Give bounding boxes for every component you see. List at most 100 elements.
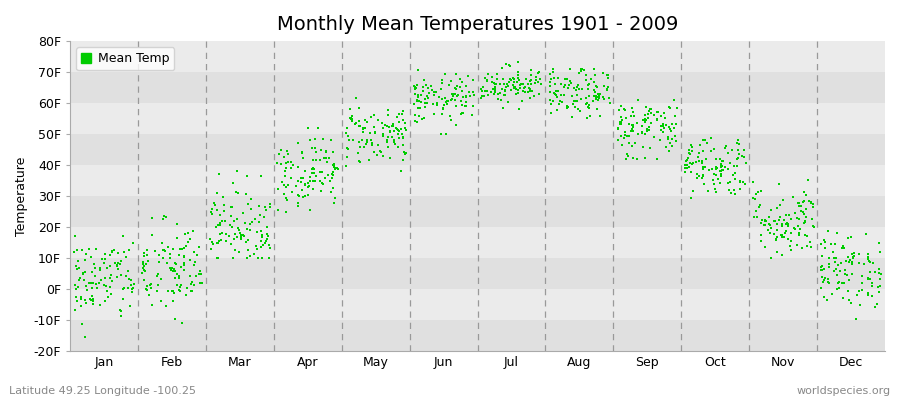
Point (453, 84, 467, 90)
Point (448, 103, 463, 109)
Point (500, 99, 515, 106)
Point (530, 70, 544, 76)
Point (142, 292, 157, 299)
Point (568, 104, 582, 111)
Point (572, 86, 586, 92)
Point (213, 220, 228, 227)
Point (510, 78, 525, 85)
Point (239, 238, 254, 245)
Point (872, 289, 886, 295)
Point (212, 222, 226, 229)
Point (551, 88, 565, 94)
Point (493, 96, 508, 103)
Point (306, 178, 320, 184)
Point (679, 158, 693, 164)
Point (312, 157, 327, 164)
Point (617, 131, 632, 138)
Point (325, 171, 339, 177)
Point (601, 83, 616, 90)
Point (183, 257, 197, 264)
Point (722, 186, 736, 193)
Point (232, 227, 247, 234)
Point (326, 169, 340, 175)
Point (205, 206, 220, 212)
Point (305, 144, 320, 151)
Point (652, 137, 667, 143)
Point (382, 128, 397, 135)
Point (622, 132, 636, 139)
Point (137, 250, 151, 257)
Point (165, 288, 179, 294)
Point (591, 97, 606, 103)
Point (381, 144, 395, 150)
Point (695, 160, 709, 166)
Point (835, 294, 850, 301)
Point (228, 231, 242, 237)
Point (588, 72, 602, 78)
Point (298, 181, 312, 188)
Point (216, 194, 230, 200)
Point (376, 153, 391, 160)
Point (709, 166, 724, 172)
Point (503, 77, 517, 83)
Point (295, 155, 310, 162)
Point (718, 142, 733, 149)
Point (792, 226, 806, 232)
Point (443, 113, 457, 119)
Point (806, 204, 820, 210)
Point (420, 99, 435, 106)
Point (436, 102, 451, 108)
Point (837, 244, 851, 251)
Point (238, 220, 253, 226)
Point (194, 271, 208, 277)
Point (663, 104, 678, 111)
Point (381, 107, 395, 114)
Point (653, 123, 668, 129)
Point (873, 283, 887, 289)
Point (326, 185, 340, 192)
Point (792, 203, 806, 209)
Point (868, 304, 883, 310)
Point (292, 192, 306, 198)
Point (737, 147, 751, 153)
Point (643, 106, 657, 112)
Point (600, 86, 615, 92)
Point (395, 108, 410, 114)
Point (642, 126, 656, 133)
Point (205, 241, 220, 247)
Point (375, 131, 390, 137)
Point (274, 160, 288, 167)
Point (307, 165, 321, 172)
Point (821, 228, 835, 235)
Point (656, 110, 670, 116)
Point (487, 80, 501, 86)
Point (284, 164, 299, 171)
Point (368, 129, 382, 136)
Point (637, 131, 652, 137)
Point (169, 235, 184, 241)
Point (769, 237, 783, 243)
Point (596, 70, 610, 76)
Point (407, 101, 421, 108)
Point (82, 280, 96, 286)
Point (306, 164, 320, 171)
Point (383, 128, 398, 135)
Point (693, 142, 707, 148)
Point (392, 119, 406, 126)
Point (734, 185, 748, 192)
Point (415, 116, 429, 122)
Point (160, 259, 175, 266)
Point (476, 92, 491, 99)
Point (392, 130, 406, 137)
Point (644, 106, 658, 112)
Point (667, 125, 681, 131)
Point (440, 98, 454, 104)
Point (353, 159, 367, 165)
Point (526, 93, 541, 99)
Point (723, 159, 737, 166)
Point (392, 144, 406, 150)
Point (495, 105, 509, 111)
Point (736, 154, 751, 160)
Point (589, 83, 603, 89)
Point (148, 248, 162, 254)
